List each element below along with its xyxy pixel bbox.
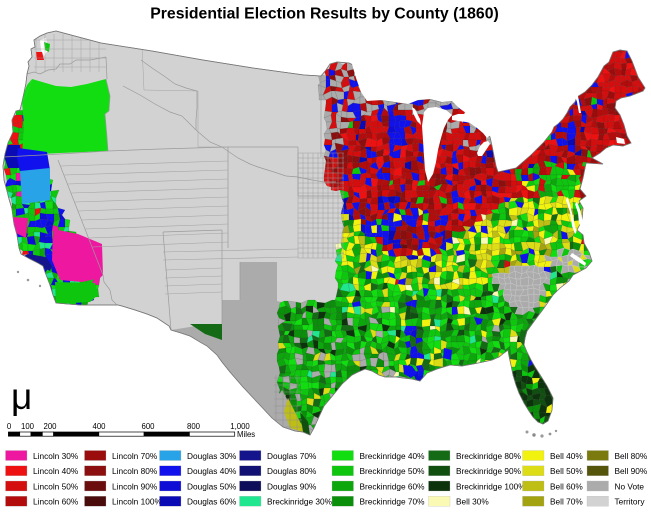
- svg-text:Lincoln 60%: Lincoln 60%: [33, 497, 79, 507]
- svg-text:Breckinridge 40%: Breckinridge 40%: [360, 451, 426, 461]
- svg-text:Breckinridge 30%: Breckinridge 30%: [267, 497, 333, 507]
- svg-text:200: 200: [43, 422, 57, 431]
- svg-text:Douglas 70%: Douglas 70%: [267, 451, 317, 461]
- svg-text:400: 400: [92, 422, 106, 431]
- svg-text:Lincoln 70%: Lincoln 70%: [112, 451, 158, 461]
- svg-text:Bell 70%: Bell 70%: [550, 497, 583, 507]
- svg-text:Territory: Territory: [615, 497, 646, 507]
- svg-text:1,000: 1,000: [230, 422, 250, 431]
- svg-text:800: 800: [187, 422, 201, 431]
- svg-text:Breckinridge 90%: Breckinridge 90%: [456, 466, 522, 476]
- svg-text:Breckinridge 60%: Breckinridge 60%: [360, 481, 426, 491]
- svg-text:Bell 40%: Bell 40%: [550, 451, 583, 461]
- svg-text:Breckinridge 80%: Breckinridge 80%: [456, 451, 522, 461]
- svg-text:100: 100: [21, 422, 35, 431]
- svg-text:Douglas 80%: Douglas 80%: [267, 466, 317, 476]
- svg-text:Bell 50%: Bell 50%: [550, 466, 583, 476]
- svg-text:Bell 80%: Bell 80%: [615, 451, 648, 461]
- svg-text:μ: μ: [11, 376, 32, 417]
- svg-text:Douglas 50%: Douglas 50%: [187, 481, 237, 491]
- svg-text:Douglas 60%: Douglas 60%: [187, 497, 237, 507]
- svg-text:Lincoln 30%: Lincoln 30%: [33, 451, 79, 461]
- svg-text:Douglas 30%: Douglas 30%: [187, 451, 237, 461]
- svg-text:Presidential Election Results: Presidential Election Results by County …: [150, 6, 499, 23]
- svg-text:Lincoln 80%: Lincoln 80%: [112, 466, 158, 476]
- svg-text:600: 600: [141, 422, 155, 431]
- svg-text:Douglas 40%: Douglas 40%: [187, 466, 237, 476]
- svg-text:Breckinridge 100%: Breckinridge 100%: [456, 481, 526, 491]
- svg-text:Lincoln 40%: Lincoln 40%: [33, 466, 79, 476]
- svg-text:Lincoln 100%: Lincoln 100%: [112, 497, 162, 507]
- svg-text:Bell 60%: Bell 60%: [550, 481, 583, 491]
- svg-text:Douglas 90%: Douglas 90%: [267, 481, 317, 491]
- svg-text:Breckinridge 50%: Breckinridge 50%: [360, 466, 426, 476]
- svg-text:No Vote: No Vote: [615, 481, 645, 491]
- svg-text:Bell 30%: Bell 30%: [456, 497, 489, 507]
- svg-text:Lincoln 50%: Lincoln 50%: [33, 481, 79, 491]
- svg-text:0: 0: [7, 422, 12, 431]
- svg-text:Bell 90%: Bell 90%: [615, 466, 648, 476]
- svg-text:Lincoln 90%: Lincoln 90%: [112, 481, 158, 491]
- svg-text:Breckinridge 70%: Breckinridge 70%: [360, 497, 426, 507]
- svg-text:Miles: Miles: [237, 430, 255, 439]
